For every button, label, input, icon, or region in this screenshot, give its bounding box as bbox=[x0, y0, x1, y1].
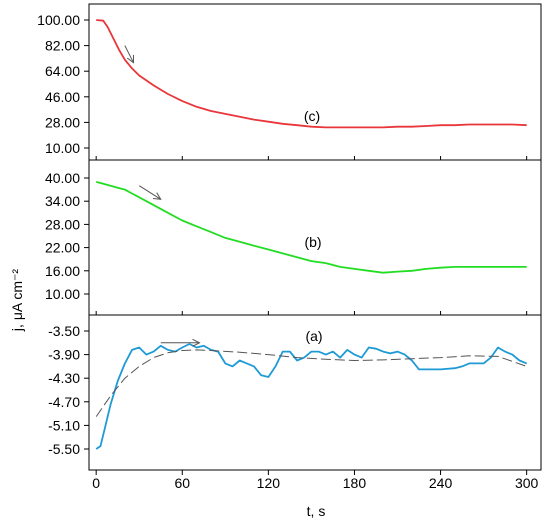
panel-label: (c) bbox=[304, 108, 320, 124]
x-tick-label: 180 bbox=[343, 475, 367, 491]
x-tick-label: 0 bbox=[92, 475, 100, 491]
y-tick-label: 22.00 bbox=[45, 240, 80, 256]
y-tick-label: -3.50 bbox=[48, 323, 80, 339]
direction-arrow bbox=[124, 45, 134, 63]
y-tick-label: -5.50 bbox=[48, 441, 80, 457]
y-tick-label: 46.00 bbox=[45, 89, 80, 105]
y-tick-label: 100.00 bbox=[37, 12, 80, 28]
panel-b: 40.00 34.00 28.00 22.00 16.00 10.00 (b) bbox=[45, 159, 542, 316]
y-tick-label: 82.00 bbox=[45, 38, 80, 54]
y-tick-label: -3.90 bbox=[48, 347, 80, 363]
panel-c: 100.00 82.00 64.00 46.00 28.00 10.00 (c) bbox=[37, 3, 542, 161]
direction-arrow bbox=[138, 185, 161, 200]
x-axis: 0 60 120 180 240 300 bbox=[92, 156, 539, 491]
series-line-data bbox=[95, 181, 527, 274]
panel-frame bbox=[88, 3, 542, 161]
x-tick-label: 240 bbox=[429, 475, 453, 491]
y-tick-label: 64.00 bbox=[45, 63, 80, 79]
series-line-data bbox=[95, 343, 528, 450]
y-tick-label: 10.00 bbox=[45, 140, 80, 156]
y-tick-label: 16.00 bbox=[45, 263, 80, 279]
x-tick-label: 120 bbox=[257, 475, 281, 491]
y-tick-label: -5.10 bbox=[48, 417, 80, 433]
y-axis-label: j, μA cm⁻² bbox=[9, 269, 25, 332]
y-tick-label: 40.00 bbox=[45, 170, 80, 186]
panels-layer: 100.00 82.00 64.00 46.00 28.00 10.00 (c) 40.00 3… bbox=[37, 3, 542, 471]
x-tick-label: 60 bbox=[174, 475, 190, 491]
y-tick-label: 28.00 bbox=[45, 216, 80, 232]
y-tick-label: 34.00 bbox=[45, 193, 80, 209]
panel-frame bbox=[88, 314, 542, 471]
panel-a: -3.50 -3.90 -4.30 -4.70 -5.10 -5.50 (a) bbox=[48, 314, 542, 471]
x-axis-label: t, s bbox=[307, 503, 326, 519]
y-tick-label: -4.70 bbox=[48, 394, 80, 410]
series-line-fit bbox=[95, 349, 527, 417]
panel-label: (b) bbox=[304, 234, 321, 250]
y-tick-label: -4.30 bbox=[48, 370, 80, 386]
series-line-data bbox=[96, 19, 527, 129]
y-tick-label: 10.00 bbox=[45, 286, 80, 302]
panel-label: (a) bbox=[305, 328, 322, 344]
y-tick-label: 28.00 bbox=[45, 114, 80, 130]
x-tick-label: 300 bbox=[515, 475, 539, 491]
